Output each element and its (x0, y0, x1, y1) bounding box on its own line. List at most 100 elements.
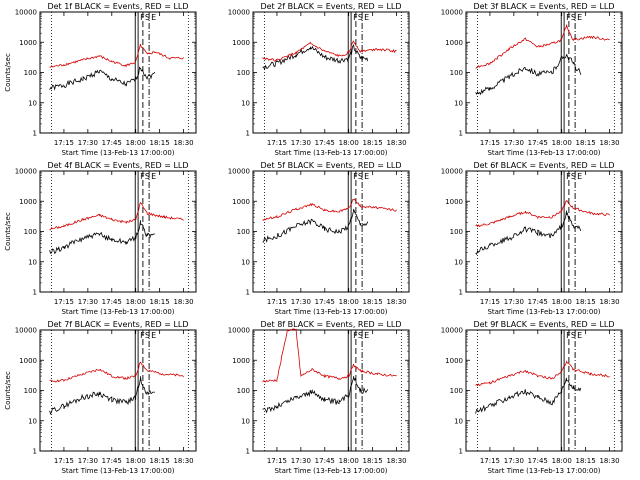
panel-det-1: Det 1f BLACK = Events, RED = LLD Counts/s… (4, 2, 197, 157)
x-tick-label: 18:00 (126, 457, 146, 465)
marker-label: E (151, 13, 156, 22)
lld-series-line (475, 360, 610, 387)
marker-label: S (571, 13, 576, 22)
x-tick-label: 18:30 (599, 298, 619, 306)
marker-label: S (145, 331, 150, 340)
panel-title: Det 2f BLACK = Events, RED = LLD (260, 2, 401, 11)
x-tick-label: 17:30 (78, 139, 98, 147)
x-tick-label: 18:00 (126, 139, 146, 147)
y-tick-label: 1000 (445, 357, 463, 365)
marker-label: S (145, 172, 150, 181)
y-tick-label: 1 (459, 289, 463, 297)
panel-title: Det 6f BLACK = Events, RED = LLD (473, 161, 614, 170)
marker-label: E (577, 13, 582, 22)
marker-label: E (364, 331, 369, 340)
x-tick-label: 17:45 (102, 298, 122, 306)
events-series-line (49, 66, 156, 91)
lld-series-line (475, 199, 610, 228)
x-tick-label: 17:45 (528, 139, 548, 147)
y-tick-label: 10 (454, 417, 463, 425)
y-tick-label: 10000 (441, 168, 463, 176)
panel-title: Det 8f BLACK = Events, RED = LLD (260, 320, 401, 329)
x-tick-label: 18:15 (150, 298, 170, 306)
lld-series-line (475, 24, 610, 69)
y-tick-label: 10 (28, 258, 37, 266)
x-tick-label: 17:45 (315, 298, 335, 306)
x-axis-label: Start Time (13-Feb-13 17:00:00) (61, 467, 174, 475)
panel-title: Det 5f BLACK = Events, RED = LLD (260, 161, 401, 170)
plot-frame (252, 11, 410, 134)
x-tick-label: 17:30 (504, 457, 524, 465)
x-axis-label: Start Time (13-Feb-13 17:00:00) (487, 467, 600, 475)
y-tick-label: 100 (24, 69, 37, 77)
y-tick-label: 1 (33, 130, 37, 138)
panel-title: Det 3f BLACK = Events, RED = LLD (473, 2, 614, 11)
y-tick-label: 10000 (15, 168, 37, 176)
x-tick-label: 17:15 (54, 457, 74, 465)
x-axis-label: Start Time (13-Feb-13 17:00:00) (61, 149, 174, 157)
y-tick-label: 100 (450, 228, 463, 236)
panel-title: Det 7f BLACK = Events, RED = LLD (47, 320, 188, 329)
plot-frame (252, 170, 410, 293)
y-tick-label: 10 (28, 417, 37, 425)
x-axis-label: Start Time (13-Feb-13 17:00:00) (274, 467, 387, 475)
x-tick-label: 17:30 (78, 298, 98, 306)
x-tick-label: 18:30 (599, 457, 619, 465)
lld-series-line (262, 40, 397, 62)
x-tick-label: 17:15 (480, 298, 500, 306)
x-tick-label: 18:00 (339, 298, 359, 306)
marker-label: S (358, 13, 363, 22)
y-tick-label: 1000 (445, 198, 463, 206)
y-tick-label: 1 (246, 130, 250, 138)
y-tick-label: 10 (454, 99, 463, 107)
x-tick-label: 17:15 (480, 139, 500, 147)
x-tick-label: 17:30 (78, 457, 98, 465)
panel-det-8: Det 8f BLACK = Events, RED = LLD Start Ti… (228, 320, 410, 475)
x-tick-label: 17:45 (528, 298, 548, 306)
y-tick-label: 1000 (19, 39, 37, 47)
events-series-line (475, 54, 582, 96)
y-tick-label: 1 (459, 448, 463, 456)
plot-frame (39, 170, 197, 293)
panel-det-9: Det 9f BLACK = Events, RED = LLD Start Ti… (441, 320, 623, 475)
marker-label: E (151, 172, 156, 181)
x-tick-label: 17:15 (54, 139, 74, 147)
y-tick-label: 10000 (15, 327, 37, 335)
y-tick-label: 100 (450, 69, 463, 77)
marker-label: E (151, 331, 156, 340)
y-tick-label: 100 (24, 228, 37, 236)
y-tick-label: 10 (241, 258, 250, 266)
y-tick-label: 100 (237, 69, 250, 77)
x-tick-label: 18:15 (576, 457, 596, 465)
x-tick-label: 17:15 (267, 457, 287, 465)
y-tick-label: 1000 (232, 39, 250, 47)
x-tick-label: 18:00 (126, 298, 146, 306)
marker-label: S (145, 13, 150, 22)
y-tick-label: 1000 (19, 198, 37, 206)
y-tick-label: 1 (459, 130, 463, 138)
x-tick-label: 18:15 (150, 457, 170, 465)
panel-det-4: Det 4f BLACK = Events, RED = LLD Counts/s… (4, 161, 197, 316)
x-tick-label: 17:30 (504, 298, 524, 306)
x-axis-label: Start Time (13-Feb-13 17:00:00) (487, 308, 600, 316)
y-tick-label: 1 (246, 448, 250, 456)
y-tick-label: 10000 (441, 327, 463, 335)
x-axis-label: Start Time (13-Feb-13 17:00:00) (274, 149, 387, 157)
x-axis-label: Start Time (13-Feb-13 17:00:00) (487, 149, 600, 157)
x-tick-label: 18:00 (552, 298, 572, 306)
x-tick-label: 17:30 (291, 298, 311, 306)
y-tick-label: 10 (28, 99, 37, 107)
y-tick-label: 10000 (441, 9, 463, 17)
x-tick-label: 18:15 (150, 139, 170, 147)
events-series-line (475, 377, 582, 414)
x-tick-label: 18:00 (339, 457, 359, 465)
x-tick-label: 18:00 (552, 139, 572, 147)
x-tick-label: 17:30 (291, 457, 311, 465)
y-axis-label: Counts/sec (4, 53, 12, 92)
lld-series-line (49, 202, 184, 231)
y-tick-label: 1000 (232, 198, 250, 206)
lld-series-line (49, 361, 184, 383)
plot-frame (465, 329, 623, 452)
y-tick-label: 1 (33, 289, 37, 297)
x-tick-label: 18:30 (386, 298, 406, 306)
